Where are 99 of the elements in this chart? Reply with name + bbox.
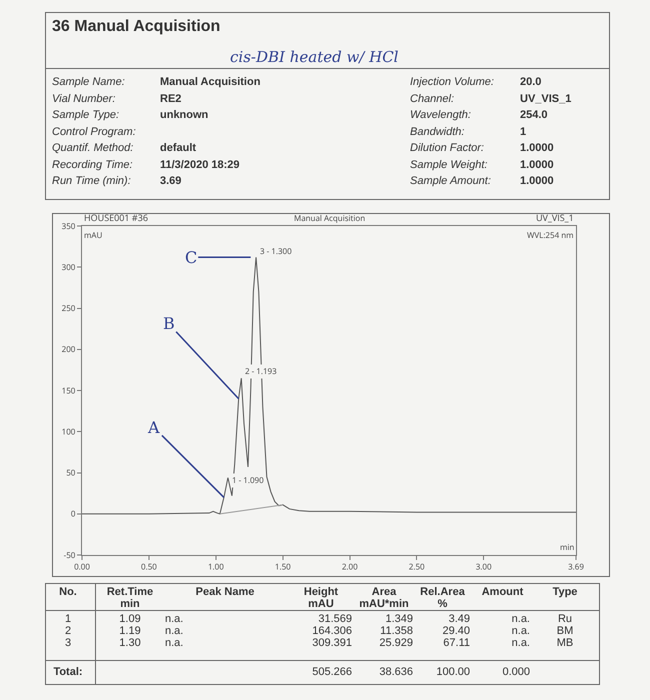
x-tick-label: 0.50	[141, 562, 158, 573]
text: 38.636	[378, 666, 413, 678]
text: Quantif. Method:	[52, 142, 134, 154]
text: n.a.	[165, 613, 184, 625]
text: n.a.	[165, 637, 184, 649]
text: Vial Number:	[52, 92, 116, 104]
text: 29.40	[441, 625, 470, 637]
text: Sample Amount:	[410, 175, 491, 187]
text: n.a.	[165, 625, 184, 637]
x-tick-label: 2.00	[342, 562, 358, 573]
text: n.a.	[510, 613, 530, 625]
text: RE2	[160, 92, 182, 104]
text: Peak Name	[194, 586, 256, 598]
text: 67.11	[442, 637, 470, 649]
annotation: 2 - 1.193	[245, 366, 278, 377]
x-tick-label: 1.00	[208, 562, 224, 573]
text: mAU*min	[358, 598, 410, 610]
text: Recording Time:	[52, 158, 133, 170]
text: 1	[520, 126, 526, 138]
text: 3.49	[448, 613, 470, 625]
annotation: C	[185, 248, 198, 267]
text: 1.0000	[520, 158, 554, 170]
text: 1.349	[384, 613, 413, 625]
annotation: 3 - 1.300	[260, 246, 292, 257]
text: 1	[64, 613, 72, 625]
y-tick-label: 100	[62, 426, 76, 438]
text: Injection Volume:	[410, 76, 494, 88]
y-tick-label: 200	[62, 344, 76, 356]
text: 1.30	[118, 637, 142, 649]
text: Ret.Time	[106, 586, 154, 598]
annotation: WVL:254 nm	[527, 230, 574, 241]
x-tick-label: 3.69	[568, 562, 584, 573]
text: Rel.Area	[419, 586, 466, 598]
text: 31.569	[317, 613, 352, 625]
text: UV_VIS_1	[520, 92, 572, 104]
text: Height	[302, 586, 340, 598]
text: UV_VIS_1	[536, 211, 574, 224]
annotation: mAU	[84, 230, 102, 241]
text: cis-DBI heated w/ HCl	[230, 48, 398, 66]
y-tick-label: 300	[62, 262, 76, 273]
text: Channel:	[410, 92, 454, 104]
text: 100.00	[435, 666, 470, 678]
x-tick-label: 0.00	[74, 562, 90, 573]
text: min	[119, 598, 141, 610]
text: 1.09	[118, 613, 142, 625]
text: 309.391	[311, 637, 352, 649]
text: n.a.	[510, 637, 530, 649]
text: 3	[64, 637, 72, 649]
text: Amount	[480, 586, 524, 598]
text: Total:	[52, 666, 84, 678]
text: 2	[64, 625, 72, 637]
text: Manual Acquisition	[294, 213, 366, 224]
text: 1.0000	[520, 175, 554, 187]
y-tick-label: 0	[70, 508, 76, 520]
text: 164.306	[311, 625, 352, 637]
text: Manual Acquisition	[160, 76, 260, 88]
text: Bandwidth:	[410, 126, 464, 138]
text: mAU	[307, 598, 335, 610]
y-tick-label: 250	[62, 303, 76, 314]
x-tick-label: 2.50	[408, 562, 426, 573]
text: Ru	[556, 613, 574, 625]
text: default	[160, 142, 196, 154]
text: MB	[556, 637, 574, 649]
text: Control Program:	[52, 126, 136, 138]
text: Type	[552, 586, 578, 598]
text: Run Time (min):	[52, 175, 131, 187]
text: 20.0	[520, 76, 542, 88]
text: 1.0000	[520, 142, 554, 154]
text: 11.358	[379, 625, 413, 637]
text: BM	[556, 625, 574, 637]
text: %	[436, 598, 448, 610]
text: Sample Type:	[52, 109, 120, 121]
text: n.a.	[510, 625, 530, 637]
annotation: 1 - 1.090	[232, 475, 264, 486]
annotation: min	[560, 542, 574, 553]
text: 11/3/2020 18:29	[160, 158, 240, 170]
text: 1.19	[118, 625, 142, 637]
text: No.	[58, 586, 78, 598]
text: 25.929	[378, 637, 413, 649]
text: Area	[370, 586, 398, 598]
y-tick-label: -50	[64, 550, 76, 561]
x-tick-label: 3.00	[476, 562, 492, 573]
text: 36 Manual Acquisition	[52, 18, 220, 36]
text: Sample Name:	[52, 76, 125, 88]
text: unknown	[160, 109, 208, 121]
y-tick-label: 150	[62, 385, 76, 396]
text: Dilution Factor:	[410, 142, 484, 154]
text: Wavelength:	[410, 109, 471, 121]
text: 0.000	[501, 666, 530, 678]
y-tick-label: 50	[66, 468, 76, 479]
annotation: A	[147, 418, 160, 437]
text: 505.266	[311, 666, 352, 678]
x-tick-label: 1.50	[274, 562, 292, 573]
text: 3.69	[160, 175, 182, 187]
text: HOUSE001 #36	[84, 211, 148, 224]
annotation: B	[163, 314, 175, 333]
text: 254.0	[520, 109, 548, 121]
text: Sample Weight:	[410, 158, 488, 170]
y-tick-label: 350	[62, 220, 76, 232]
